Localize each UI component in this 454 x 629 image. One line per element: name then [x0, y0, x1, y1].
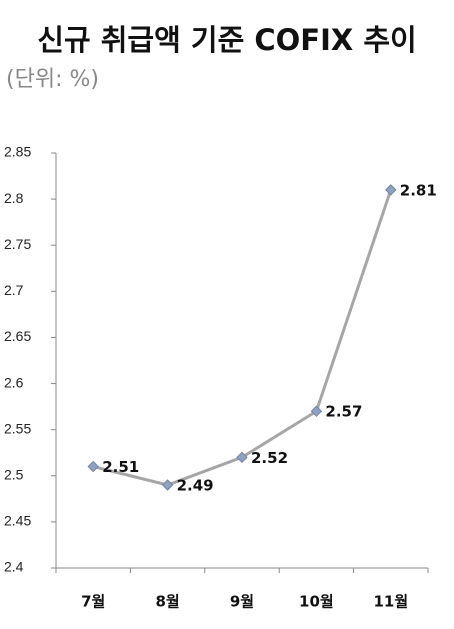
marker	[161, 479, 174, 491]
marker	[87, 460, 99, 473]
y-tick-label: 2.85	[4, 144, 31, 160]
y-tick-label: 2.7	[4, 282, 24, 298]
x-tick-label: 10월	[299, 593, 334, 611]
y-tick-label: 2.8	[4, 190, 24, 206]
line	[92, 189, 393, 487]
x-tick-label: 7월	[81, 593, 105, 611]
value-label: 2.51	[102, 458, 139, 476]
marker	[310, 405, 323, 417]
marker	[236, 451, 248, 464]
marker	[385, 184, 397, 196]
y-tick-label: 2.6	[4, 374, 24, 390]
y-tick-label: 2.5	[4, 466, 24, 482]
value-label: 2.57	[325, 403, 362, 421]
value-label: 2.81	[400, 181, 437, 199]
x-tick-label: 11월	[373, 593, 408, 611]
y-tick-label: 2.65	[4, 328, 31, 344]
y-tick-label: 2.75	[4, 236, 31, 252]
value-label: 2.52	[251, 449, 288, 467]
x-tick-label: 8월	[155, 593, 179, 611]
y-tick-label: 2.4	[4, 559, 24, 575]
y-tick-label: 2.45	[4, 513, 31, 529]
value-label: 2.49	[177, 477, 214, 495]
y-tick-label: 2.55	[4, 420, 31, 436]
x-tick-label: 9월	[230, 593, 254, 611]
chart-title: 신규 취급액 기준 COFIX 추이	[37, 23, 416, 57]
chart-subtitle: (단위: %)	[6, 67, 99, 92]
